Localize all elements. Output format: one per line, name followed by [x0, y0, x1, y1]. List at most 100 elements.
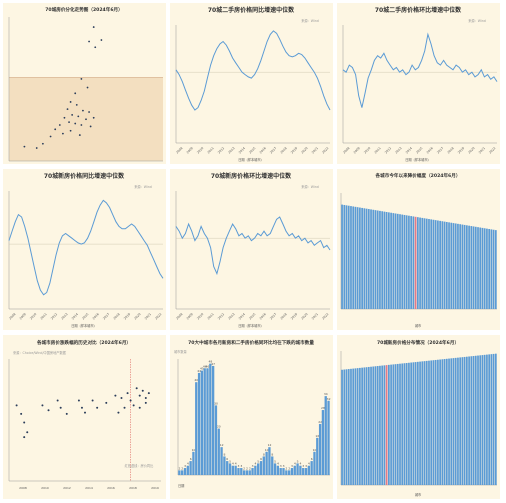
- x-tick-label: 2021: [311, 312, 319, 320]
- data-point: [63, 116, 66, 119]
- bar: [466, 225, 468, 309]
- bar: [356, 207, 359, 309]
- x-tick-label: 2020: [467, 146, 475, 154]
- data-point: [92, 26, 95, 28]
- bar: [327, 400, 330, 475]
- data-point: [129, 399, 132, 402]
- chart-title: 各城市房价涨跌幅的历史对比（2024年6月）: [36, 339, 131, 346]
- x-tick-label: 2013: [60, 312, 68, 320]
- bar: [470, 226, 473, 309]
- data-point: [117, 411, 120, 414]
- x-tick-label: 2011: [206, 146, 214, 154]
- bar: [276, 465, 280, 475]
- bar: [245, 470, 249, 475]
- bar: [450, 222, 453, 309]
- x-tick-label: 2016: [259, 312, 267, 320]
- x-tick-label: 2019: [151, 486, 159, 490]
- bar-value-label: 12: [220, 443, 224, 447]
- bar: [412, 362, 415, 485]
- data-point: [56, 399, 59, 402]
- bar: [461, 357, 464, 485]
- x-tick-label: 2013: [227, 312, 235, 320]
- bar: [203, 368, 206, 475]
- data-point: [96, 406, 99, 409]
- chart-history-compare: 各城市房价涨跌幅的历史对比（2024年6月） 来源：Choice/Wind/中国…: [8, 339, 161, 490]
- bar-value-label: 4: [294, 462, 296, 466]
- bar: [367, 366, 370, 485]
- reference-note: 红色虚线：房价同比: [125, 463, 154, 468]
- bar: [279, 468, 282, 475]
- bar: [370, 209, 372, 309]
- chart-title: 各城市今年以来降价幅度（2024年6月）: [375, 172, 461, 179]
- x-tick-label: 2011: [39, 312, 47, 320]
- bar-value-label: 3: [280, 464, 282, 468]
- panel-new-price-distribution: 70城新房价格分布情况（2024年6月） 城市: [337, 335, 500, 499]
- data-point: [65, 412, 68, 415]
- bar: [181, 470, 184, 475]
- bar: [363, 208, 366, 309]
- x-tick-label: 2014: [405, 146, 413, 154]
- data-point: [105, 401, 108, 404]
- x-tick-label: 2020: [133, 312, 141, 320]
- bar: [273, 463, 277, 475]
- bar: [396, 213, 399, 309]
- data-point: [58, 124, 61, 126]
- bar-value-label: 46: [206, 364, 210, 368]
- bar: [343, 204, 346, 309]
- panel-history-compare: 各城市房价涨跌幅的历史对比（2024年6月） 来源：Choice/Wind/中国…: [3, 335, 166, 499]
- bar: [381, 365, 384, 485]
- data-point: [82, 109, 84, 112]
- bar-value-label: 40: [194, 378, 198, 382]
- bar: [408, 215, 410, 309]
- bar-value-label: 4: [235, 462, 237, 466]
- x-tick-label: 2020: [300, 146, 308, 154]
- x-tick-label: 2020: [300, 312, 308, 320]
- data-point: [78, 134, 81, 136]
- bar-value-label: 3: [283, 464, 285, 468]
- data-point: [80, 406, 83, 409]
- x-tick-label: 2022: [154, 312, 162, 320]
- bar: [466, 356, 468, 485]
- bar: [304, 468, 308, 475]
- x-tick-label: 2019: [457, 146, 465, 154]
- bar-value-label: 2: [285, 466, 287, 470]
- bar: [454, 357, 457, 485]
- x-tick-label: 2019: [290, 146, 298, 154]
- bar: [463, 224, 466, 309]
- bar-value-label: 4: [254, 462, 256, 466]
- x-tick-label: 2019: [290, 312, 298, 320]
- bar: [183, 468, 187, 475]
- data-point: [123, 406, 126, 409]
- bar-value-label: 3: [305, 464, 307, 468]
- x-tick-label: 2017: [436, 146, 444, 154]
- bar: [392, 213, 395, 309]
- chart-title: 70城新房价格分布情况（2024年6月）: [377, 339, 459, 346]
- bar-value-label: 3: [291, 464, 293, 468]
- data-point: [144, 401, 147, 404]
- bar: [483, 354, 486, 485]
- bar: [416, 217, 419, 309]
- x-tick-label: 2012: [384, 146, 392, 154]
- x-tick-label: 2016: [426, 146, 434, 154]
- x-tick-label: 2008: [19, 486, 27, 490]
- bar: [445, 358, 448, 485]
- chart-title: 70城二手房价格环比增速中位数: [375, 6, 462, 14]
- x-axis-label: 日期: [178, 483, 184, 488]
- panel-new-yoy: 70城新房价格同比增速中位数 来源：Wind 日期（样本城市） 2008 2009…: [3, 169, 166, 330]
- bar: [450, 358, 453, 485]
- series-line: [175, 216, 331, 276]
- bar: [410, 216, 413, 309]
- x-tick-label: 2018: [446, 146, 454, 154]
- x-tick-label: 2012: [63, 486, 71, 490]
- bar: [359, 367, 361, 485]
- x-tick-label: 2010: [363, 146, 371, 154]
- bar: [401, 214, 404, 309]
- bar: [372, 366, 375, 485]
- x-tick-label: 2010: [196, 312, 204, 320]
- x-tick-label: 2019: [123, 312, 131, 320]
- bar: [271, 456, 274, 475]
- data-point: [120, 397, 123, 400]
- x-axis-label: 日期（样本城市）: [238, 157, 264, 162]
- bar: [237, 468, 240, 475]
- bar-value-label: 12: [268, 443, 272, 447]
